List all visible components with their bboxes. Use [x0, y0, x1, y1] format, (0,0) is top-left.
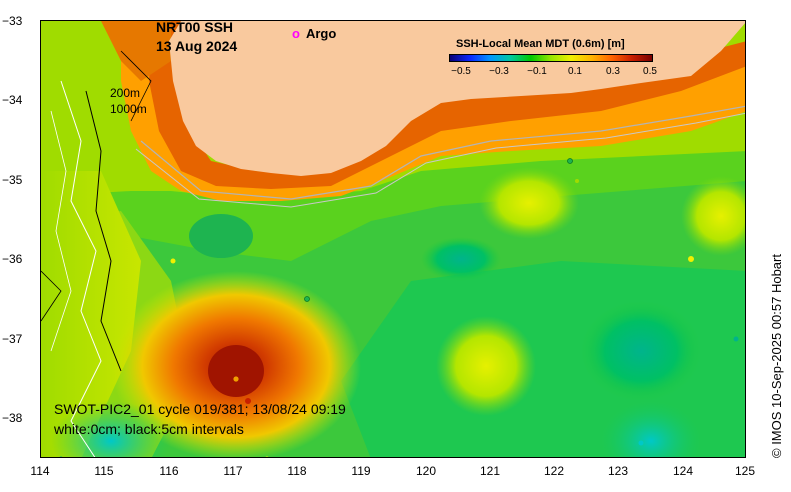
argo-legend: o Argo — [292, 26, 336, 41]
swot-cycle-text: SWOT-PIC2_01 cycle 019/381; 13/08/24 09:… — [54, 401, 346, 417]
x-tick-label: 116 — [159, 464, 179, 478]
x-tick-label: 120 — [415, 464, 437, 478]
argo-float-markers — [59, 158, 739, 457]
argo-marker-icon: o — [292, 26, 300, 41]
map-title: NRT00 SSH — [156, 19, 234, 35]
map-date: 13 Aug 2024 — [156, 38, 238, 54]
x-tick-label: 119 — [351, 464, 371, 478]
x-tick-label: 124 — [672, 464, 694, 478]
colorbar-tick-label: −0.5 — [451, 66, 471, 77]
map-plot-area — [40, 20, 746, 458]
argo-legend-label: Argo — [305, 26, 337, 41]
ssh-field-svg — [41, 21, 745, 457]
swot-contour-text: white:0cm; black:5cm intervals — [54, 421, 244, 437]
x-tick-label: 117 — [223, 464, 243, 478]
x-tick-label: 114 — [30, 464, 50, 478]
depth-contour-labels: 200m 1000m — [110, 85, 147, 117]
depth-label-1000m: 1000m — [110, 102, 147, 116]
depth-label-200m: 200m — [110, 86, 141, 100]
y-tick-label: −34 — [2, 93, 23, 107]
colorbar — [449, 54, 653, 62]
x-tick-label: 121 — [479, 464, 501, 478]
colorbar-tick-label: −0.1 — [527, 66, 547, 77]
x-tick-label: 123 — [607, 464, 629, 478]
colorbar-tick-label: 0.5 — [643, 66, 657, 77]
x-tick-label: 122 — [543, 464, 565, 478]
imos-credit: © IMOS 10-Sep-2025 00:57 Hobart — [769, 254, 784, 458]
colorbar-tick-label: 0.1 — [568, 66, 582, 77]
x-tick-label: 115 — [94, 464, 114, 478]
y-tick-label: −33 — [2, 14, 23, 28]
y-tick-label: −36 — [2, 252, 23, 266]
swot-info: SWOT-PIC2_01 cycle 019/381; 13/08/24 09:… — [54, 399, 346, 439]
y-tick-label: −37 — [2, 332, 23, 346]
colorbar-tick-label: 0.3 — [606, 66, 620, 77]
colorbar-title: SSH-Local Mean MDT (0.6m) [m] — [456, 38, 625, 50]
colorbar-tick-label: −0.3 — [489, 66, 509, 77]
x-tick-label: 118 — [287, 464, 307, 478]
x-tick-label: 125 — [734, 464, 756, 478]
y-tick-label: −38 — [2, 411, 23, 425]
y-tick-label: −35 — [2, 173, 23, 187]
